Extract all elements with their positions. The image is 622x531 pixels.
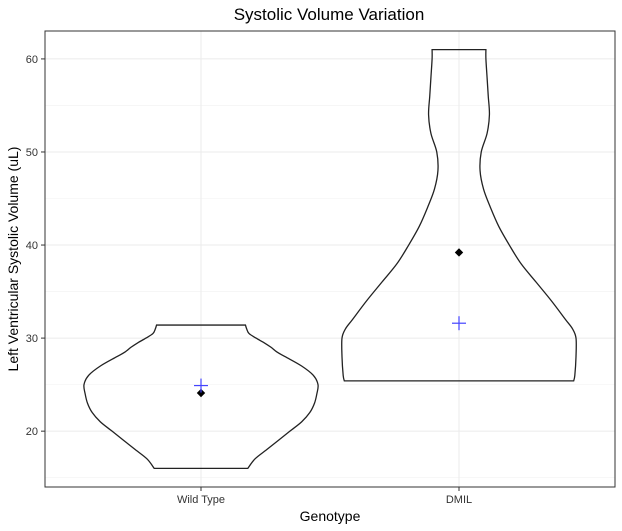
violin-dmil <box>341 48 577 382</box>
y-tick-label: 60 <box>26 54 38 66</box>
y-tick-label: 20 <box>26 426 38 438</box>
violin-layer <box>83 48 577 470</box>
panel-border <box>44 30 616 488</box>
violin-wild-type <box>83 324 319 470</box>
axis-layer: 20 30 40 50 60 Wild Type DMIL <box>26 54 472 506</box>
y-axis-title: Left Ventricular Systolic Volume (uL) <box>5 147 21 372</box>
mean-marker <box>196 388 206 398</box>
marker-layer <box>194 248 466 398</box>
grid-layer <box>45 31 615 487</box>
x-tick-label: DMIL <box>446 494 472 506</box>
x-tick-label: Wild Type <box>177 494 225 506</box>
mean-marker <box>454 248 464 257</box>
chart-title: Systolic Volume Variation <box>234 5 425 24</box>
y-tick-label: 30 <box>26 333 38 345</box>
y-tick-label: 40 <box>26 240 38 252</box>
y-tick-label: 50 <box>26 147 38 159</box>
x-axis-title: Genotype <box>300 508 361 524</box>
